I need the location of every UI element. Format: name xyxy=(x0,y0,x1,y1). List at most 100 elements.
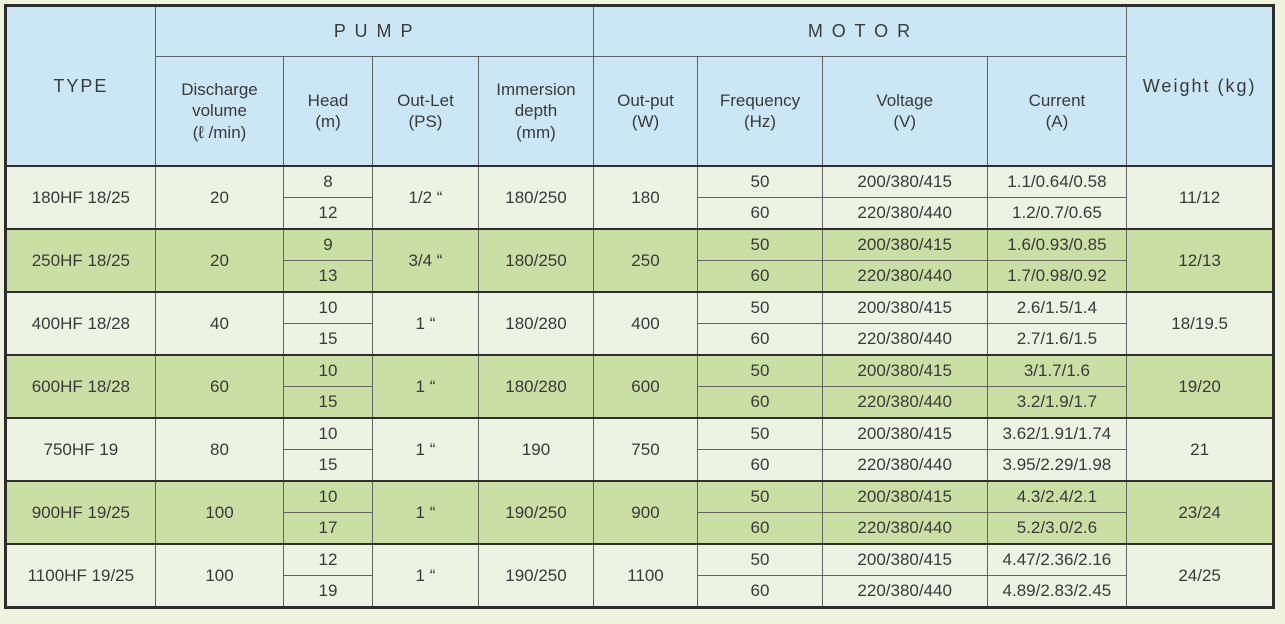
header-motor-group: M O T O R xyxy=(592,5,1128,57)
cell-type: 900HF 19/25 xyxy=(5,480,156,545)
cell-voltage-50: 200/380/415 xyxy=(821,291,988,324)
cell-current-60: 5.2/3.0/2.6 xyxy=(986,512,1128,545)
pump-motor-spec-table: TYPE P U M P M O T O R Weight (kg) Disch… xyxy=(4,4,1275,609)
header-immersion-unit: (mm) xyxy=(516,122,556,142)
cell-outlet: 1 “ xyxy=(371,354,480,419)
header-discharge-unit: (ℓ /min) xyxy=(192,122,247,142)
cell-head-60: 13 xyxy=(283,260,373,293)
header-head-unit: (m) xyxy=(315,112,341,131)
header-output: Out-put (W) xyxy=(592,56,699,167)
cell-current-60: 1.2/0.7/0.65 xyxy=(986,197,1128,230)
cell-voltage-50: 200/380/415 xyxy=(821,543,988,576)
cell-outlet: 1 “ xyxy=(371,291,480,356)
cell-head-60: 17 xyxy=(283,512,373,545)
header-output-unit: (W) xyxy=(631,112,660,131)
cell-outlet: 3/4 “ xyxy=(371,228,480,293)
cell-outlet: 1 “ xyxy=(371,543,480,608)
cell-current-50: 4.47/2.36/2.16 xyxy=(986,543,1128,576)
cell-voltage-50: 200/380/415 xyxy=(821,228,988,261)
header-current: Current (A) xyxy=(986,56,1128,167)
cell-frequency-60: 60 xyxy=(697,575,823,608)
cell-output: 900 xyxy=(592,480,699,545)
cell-current-50: 1.1/0.64/0.58 xyxy=(986,165,1128,198)
cell-immersion: 180/280 xyxy=(478,354,594,419)
header-frequency-label: Frequency xyxy=(719,90,801,110)
header-weight-unit: (kg) xyxy=(1217,75,1257,96)
header-group-row: TYPE P U M P M O T O R Weight (kg) xyxy=(5,5,1274,167)
header-frequency-unit: (Hz) xyxy=(743,112,777,131)
cell-outlet: 1 “ xyxy=(371,480,480,545)
header-head: Head (m) xyxy=(283,56,373,167)
cell-discharge: 20 xyxy=(154,228,285,293)
cell-voltage-50: 200/380/415 xyxy=(821,354,988,387)
header-discharge-line2: volume xyxy=(192,101,247,121)
table-row-400hf-b: 15 60 220/380/440 2.7/1.6/1.5 xyxy=(6,323,1274,356)
cell-immersion: 190/250 xyxy=(478,543,594,608)
header-outlet-unit: (PS) xyxy=(408,112,443,131)
cell-type: 600HF 18/28 xyxy=(5,354,156,419)
header-type: TYPE xyxy=(5,5,156,167)
cell-immersion: 180/250 xyxy=(478,165,594,230)
table-row-1100hf-b: 19 60 220/380/440 4.89/2.83/2.45 xyxy=(6,575,1274,608)
header-voltage-label: Voltage xyxy=(876,90,934,110)
cell-head-50: 10 xyxy=(283,354,373,387)
cell-head-50: 10 xyxy=(283,291,373,324)
cell-current-50: 1.6/0.93/0.85 xyxy=(986,228,1128,261)
cell-voltage-50: 200/380/415 xyxy=(821,417,988,450)
header-columns-row: Discharge volume (ℓ /min) Head (m) Out-L… xyxy=(6,56,1274,167)
cell-output: 1100 xyxy=(592,543,699,608)
header-pump-group: P U M P xyxy=(154,5,594,57)
cell-frequency-50: 50 xyxy=(697,543,823,576)
header-weight: Weight (kg) xyxy=(1126,5,1274,167)
cell-discharge: 100 xyxy=(154,480,285,545)
cell-outlet: 1 “ xyxy=(371,417,480,482)
cell-immersion: 180/250 xyxy=(478,228,594,293)
cell-head-60: 15 xyxy=(283,386,373,419)
table-row-400hf-a: 400HF 18/28 40 10 1 “ 180/280 400 50 200… xyxy=(5,291,1274,356)
cell-head-50: 10 xyxy=(283,480,373,513)
cell-frequency-60: 60 xyxy=(697,323,823,356)
cell-voltage-50: 200/380/415 xyxy=(821,480,988,513)
cell-current-60: 3.95/2.29/1.98 xyxy=(986,449,1128,482)
table-row-900hf-a: 900HF 19/25 100 10 1 “ 190/250 900 50 20… xyxy=(5,480,1274,545)
header-immersion: Immersion depth (mm) xyxy=(478,56,594,167)
cell-weight: 18/19.5 xyxy=(1126,291,1274,356)
cell-immersion: 190/250 xyxy=(478,480,594,545)
cell-voltage-60: 220/380/440 xyxy=(821,575,988,608)
cell-discharge: 60 xyxy=(154,354,285,419)
header-current-unit: (A) xyxy=(1045,112,1069,131)
cell-weight: 19/20 xyxy=(1126,354,1274,419)
header-immersion-line1: Immersion xyxy=(496,80,576,100)
cell-weight: 24/25 xyxy=(1126,543,1274,608)
cell-outlet: 1/2 “ xyxy=(371,165,480,230)
cell-current-50: 3/1.7/1.6 xyxy=(986,354,1128,387)
header-voltage: Voltage (V) xyxy=(821,56,988,167)
table-row-900hf-b: 17 60 220/380/440 5.2/3.0/2.6 xyxy=(6,512,1274,545)
cell-weight: 12/13 xyxy=(1126,228,1274,293)
cell-current-50: 3.62/1.91/1.74 xyxy=(986,417,1128,450)
cell-head-60: 15 xyxy=(283,323,373,356)
cell-frequency-60: 60 xyxy=(697,512,823,545)
header-frequency: Frequency (Hz) xyxy=(697,56,823,167)
cell-voltage-60: 220/380/440 xyxy=(821,512,988,545)
table-row-600hf-a: 600HF 18/28 60 10 1 “ 180/280 600 50 200… xyxy=(5,354,1274,419)
table-row-250hf-b: 13 60 220/380/440 1.7/0.98/0.92 xyxy=(6,260,1274,293)
cell-head-60: 15 xyxy=(283,449,373,482)
table-row-1100hf-a: 1100HF 19/25 100 12 1 “ 190/250 1100 50 … xyxy=(5,543,1274,608)
cell-head-50: 12 xyxy=(283,543,373,576)
cell-current-50: 4.3/2.4/2.1 xyxy=(986,480,1128,513)
cell-type: 1100HF 19/25 xyxy=(5,543,156,608)
header-output-label: Out-put xyxy=(617,90,674,110)
cell-frequency-50: 50 xyxy=(697,228,823,261)
cell-voltage-60: 220/380/440 xyxy=(821,197,988,230)
cell-voltage-60: 220/380/440 xyxy=(821,386,988,419)
cell-type: 400HF 18/28 xyxy=(5,291,156,356)
cell-frequency-50: 50 xyxy=(697,354,823,387)
cell-head-60: 12 xyxy=(283,197,373,230)
table-row-180hf-b: 12 60 220/380/440 1.2/0.7/0.65 xyxy=(6,197,1274,230)
cell-current-60: 4.89/2.83/2.45 xyxy=(986,575,1128,608)
header-weight-label: Weight xyxy=(1142,75,1211,96)
cell-head-50: 8 xyxy=(283,165,373,198)
cell-frequency-60: 60 xyxy=(697,260,823,293)
cell-frequency-50: 50 xyxy=(697,291,823,324)
